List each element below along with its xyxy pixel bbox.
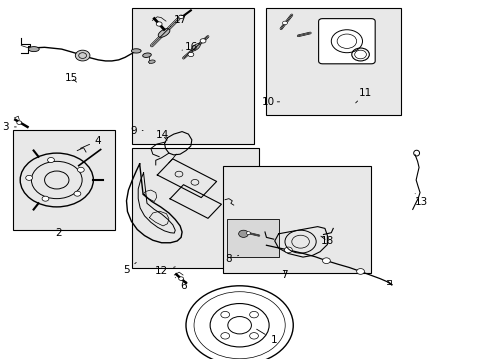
Circle shape — [200, 39, 205, 43]
Circle shape — [356, 269, 364, 274]
Text: 3: 3 — [2, 122, 16, 132]
Ellipse shape — [28, 46, 39, 51]
Circle shape — [238, 230, 248, 237]
Bar — [227, 220, 278, 257]
Text: 14: 14 — [156, 130, 169, 140]
Circle shape — [284, 247, 292, 253]
Circle shape — [47, 157, 54, 162]
Circle shape — [17, 121, 21, 125]
Bar — [132, 148, 259, 268]
Circle shape — [77, 167, 84, 172]
Text: 15: 15 — [64, 73, 78, 83]
Text: 16: 16 — [182, 42, 198, 52]
Ellipse shape — [148, 60, 155, 63]
Text: 11: 11 — [355, 88, 371, 103]
Text: 8: 8 — [225, 254, 238, 264]
Text: 1: 1 — [256, 329, 277, 345]
Circle shape — [187, 52, 193, 57]
Circle shape — [42, 196, 49, 201]
Text: 4: 4 — [80, 136, 102, 148]
Circle shape — [322, 258, 330, 264]
Ellipse shape — [191, 44, 200, 51]
Circle shape — [74, 191, 81, 196]
Text: 6: 6 — [175, 278, 186, 291]
Ellipse shape — [142, 53, 151, 58]
Circle shape — [282, 21, 287, 25]
Circle shape — [26, 175, 33, 180]
Text: 5: 5 — [123, 262, 136, 275]
Text: 17: 17 — [170, 15, 186, 27]
FancyBboxPatch shape — [318, 19, 374, 64]
Circle shape — [178, 15, 183, 19]
Text: 13: 13 — [413, 194, 427, 207]
Ellipse shape — [158, 29, 169, 37]
Text: 18: 18 — [320, 236, 333, 246]
Bar — [222, 166, 370, 273]
Ellipse shape — [131, 49, 141, 53]
Bar — [266, 8, 400, 116]
Text: 12: 12 — [155, 266, 175, 276]
Circle shape — [246, 231, 250, 234]
Circle shape — [156, 22, 162, 26]
Circle shape — [75, 50, 90, 61]
Text: 7: 7 — [281, 270, 287, 280]
Circle shape — [178, 277, 183, 280]
Text: 2: 2 — [55, 228, 61, 238]
Text: 10: 10 — [261, 97, 279, 107]
Bar — [132, 8, 254, 144]
Bar — [13, 130, 115, 230]
Text: 9: 9 — [130, 126, 143, 135]
